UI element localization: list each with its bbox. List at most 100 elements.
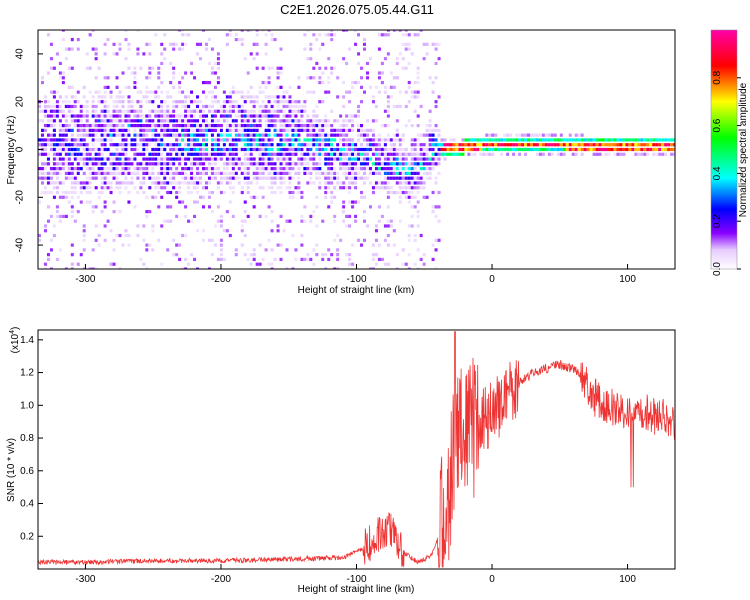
heatmap-cell — [201, 114, 205, 118]
heatmap-cell — [413, 205, 417, 209]
heatmap-cell — [70, 114, 74, 118]
heatmap-cell — [306, 152, 310, 156]
heatmap-cell — [91, 147, 95, 152]
heatmap-cell — [288, 176, 292, 180]
heatmap-cell — [234, 114, 238, 118]
heatmap-cell — [395, 57, 399, 61]
heatmap-cell — [190, 133, 194, 137]
heatmap-cell — [345, 138, 349, 142]
heatmap-cell — [201, 162, 205, 166]
heatmap-cell — [532, 147, 536, 152]
heatmap-cell — [288, 171, 292, 175]
heatmap-cell — [210, 167, 214, 171]
heatmap-cell — [118, 100, 122, 104]
heatmap-cell — [425, 52, 429, 56]
heatmap-cell — [43, 109, 47, 113]
heatmap-cell — [219, 157, 223, 161]
heatmap-cell — [204, 80, 208, 85]
heatmap-cell — [169, 190, 173, 195]
heatmap-cell — [360, 152, 364, 156]
heatmap-cell — [267, 162, 271, 166]
heatmap-cell — [330, 37, 334, 42]
heatmap-cell — [521, 143, 525, 147]
heatmap-cell — [351, 114, 355, 118]
heatmap-cell — [276, 71, 280, 75]
heatmap-cell — [619, 138, 623, 142]
heatmap-cell — [288, 124, 292, 128]
heatmap-cell — [190, 167, 194, 171]
heatmap-cell — [360, 143, 364, 147]
heatmap-cell — [67, 152, 71, 156]
heatmap-cell — [425, 133, 429, 137]
heatmap-cell — [342, 200, 346, 204]
heatmap-cell — [249, 181, 253, 185]
heatmap-cell — [49, 238, 53, 242]
heatmap-cell — [392, 133, 396, 137]
heatmap-cell — [309, 214, 313, 219]
heatmap-cell — [300, 152, 304, 156]
heatmap-cell — [178, 200, 182, 204]
heatmap-cell — [172, 119, 176, 123]
heatmap-cell — [246, 157, 250, 161]
heatmap-cell — [184, 152, 188, 156]
heatmap-cell — [339, 114, 343, 118]
heatmap-cell — [207, 267, 211, 269]
heatmap-cell — [46, 114, 50, 118]
heatmap-cell — [187, 128, 191, 132]
heatmap-cell — [249, 133, 253, 137]
heatmap-cell — [410, 224, 414, 228]
heatmap-cell — [270, 190, 274, 195]
heatmap-cell — [377, 133, 381, 137]
heatmap-cell — [136, 52, 140, 56]
heatmap-cell — [85, 152, 89, 156]
heatmap-cell — [213, 157, 217, 161]
heatmap-cell — [330, 167, 334, 171]
heatmap-cell — [279, 176, 283, 180]
heatmap-cell — [264, 52, 268, 56]
heatmap-cell — [70, 109, 74, 113]
heatmap-cell — [371, 243, 375, 247]
heatmap-cell — [306, 76, 310, 80]
heatmap-cell — [231, 176, 235, 180]
heatmap-cell — [267, 66, 271, 70]
heatmap-cell — [79, 128, 83, 132]
heatmap-cell — [306, 143, 310, 147]
heatmap-cell — [342, 138, 346, 142]
heatmap-cell — [49, 143, 53, 147]
heatmap-cell — [234, 100, 238, 104]
heatmap-cell — [124, 85, 128, 89]
colorbar-tick-label: 0.0 — [712, 262, 723, 276]
heatmap-cell — [333, 119, 337, 123]
heatmap-cell — [395, 147, 399, 152]
heatmap-cell — [228, 181, 232, 185]
heatmap-cell — [103, 200, 107, 204]
heatmap-cell — [246, 167, 250, 171]
heatmap-cell — [255, 124, 259, 128]
heatmap-cell — [589, 143, 593, 147]
heatmap-cell — [142, 162, 146, 166]
heatmap-cell — [261, 114, 265, 118]
heatmap-cell — [97, 90, 101, 94]
heatmap-cell — [154, 90, 158, 94]
heatmap-cell — [231, 100, 235, 104]
heatmap-cell — [103, 124, 107, 128]
heatmap-cell — [437, 42, 441, 46]
heatmap-cell — [279, 186, 283, 190]
heatmap-cell — [342, 210, 346, 214]
heatmap-cell — [324, 195, 328, 199]
heatmap-cell — [246, 119, 250, 123]
heatmap-cell — [61, 195, 65, 199]
heatmap-cell — [106, 147, 110, 152]
heatmap-cell — [345, 214, 349, 219]
heatmap-cell — [255, 33, 259, 37]
heatmap-cell — [243, 57, 247, 61]
heatmap-cell — [246, 176, 250, 180]
heatmap-cell — [109, 114, 113, 118]
heatmap-cell — [398, 152, 402, 156]
heatmap-cell — [58, 133, 62, 137]
heatmap-cell — [288, 138, 292, 142]
heatmap-cell — [398, 219, 402, 223]
heatmap-cell — [169, 157, 173, 161]
heatmap-cell — [363, 157, 367, 161]
heatmap-cell — [327, 133, 331, 137]
